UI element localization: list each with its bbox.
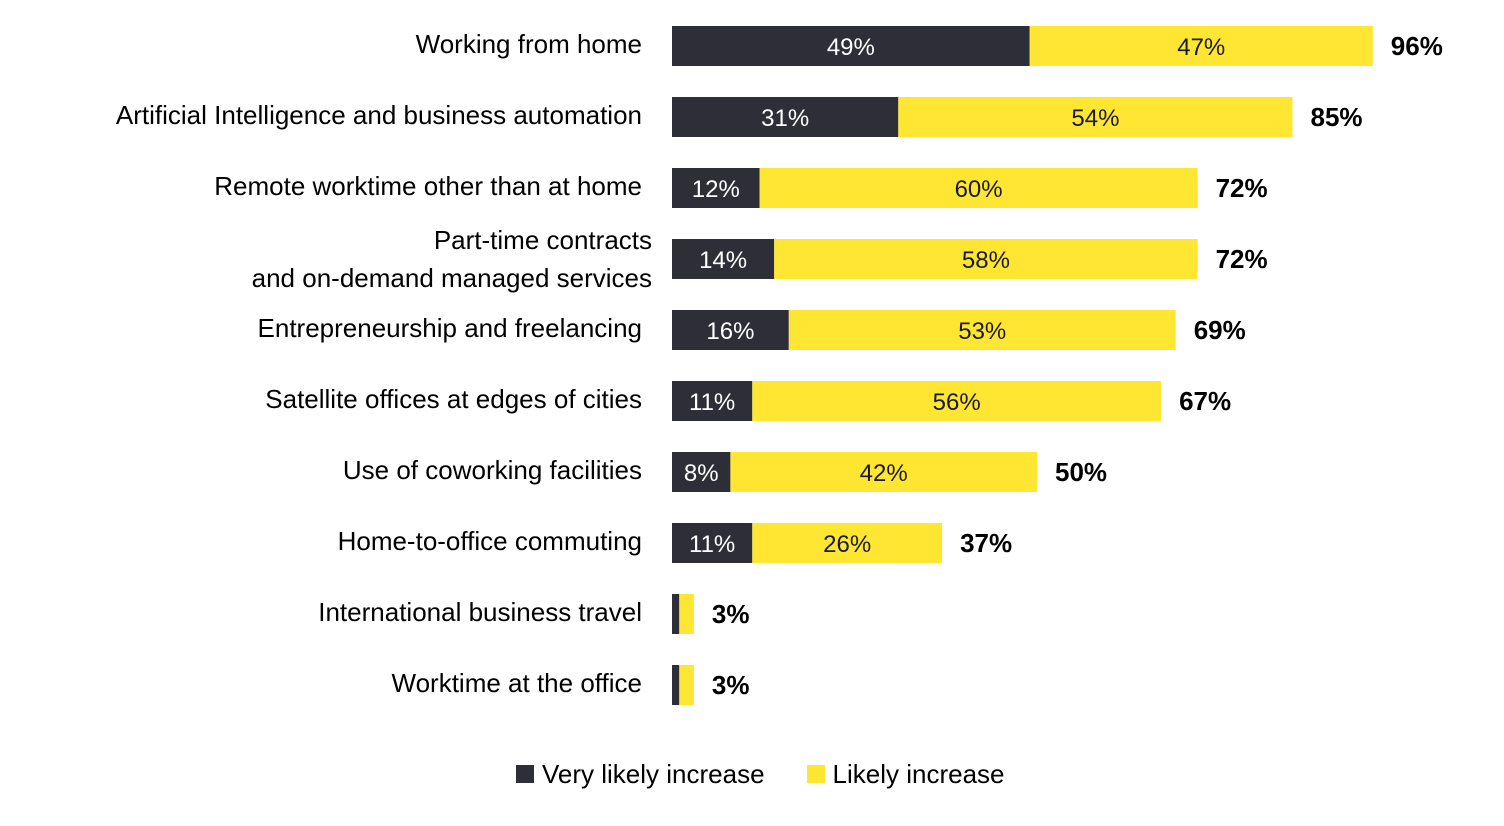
bar-segment-very-likely [672,239,775,279]
total-label: 67% [1179,386,1231,416]
data-label: 31% [761,105,809,132]
legend: Very likely increase Likely increase [0,752,1504,796]
data-label: 16% [706,318,754,345]
data-label: 56% [933,389,981,416]
bar-segment-likely [1029,26,1373,66]
category-label: Home-to-office commuting [338,526,642,556]
category-label: Worktime at the office [392,668,642,698]
bar-segment-likely [759,168,1198,208]
bar-segment-very-likely [672,310,789,350]
legend-swatch-very-likely [516,765,534,783]
total-label: 72% [1216,173,1268,203]
bar-segment-likely [679,665,694,705]
bar-segment-very-likely [672,97,899,137]
data-label: 60% [955,176,1003,203]
data-label: 12% [692,176,740,203]
legend-swatch-likely [806,765,825,783]
total-label: 72% [1216,244,1268,274]
bar-segment-likely [752,523,943,563]
bar-segment-very-likely [672,381,753,421]
bar-segment-likely [774,239,1198,279]
data-label: 26% [823,531,871,558]
legend-label-very-likely: Very likely increase [542,758,765,789]
category-label: Part-time contracts and on-demand managed… [252,225,652,293]
bar-segment-likely [679,594,694,634]
legend-label-likely: Likely increase [832,758,1005,789]
total-label: 85% [1311,102,1363,132]
total-label: 3% [712,599,750,629]
data-label: 42% [860,460,908,487]
bar-segment-very-likely [672,26,1030,66]
category-label: Remote worktime other than at home [214,171,642,201]
data-label: 11% [689,531,735,558]
bar-segment-very-likely [672,168,760,208]
category-label: Satellite offices at edges of cities [265,384,642,414]
category-label: Entrepreneurship and freelancing [258,313,642,343]
bar-segment-very-likely [672,452,731,492]
total-label: 3% [712,670,750,700]
bar-segment-likely [730,452,1037,492]
legend-item-likely: Likely increase [806,758,1005,790]
data-label: 8% [684,460,719,487]
bar-segment-likely [898,97,1293,137]
total-label: 96% [1391,31,1443,61]
category-label: Artificial Intelligence and business aut… [116,100,642,130]
data-label: 47% [1177,34,1225,61]
category-label: Use of coworking facilities [343,455,642,485]
category-label: International business travel [318,597,642,627]
category-label: Working from home [416,29,642,59]
bar-segment-likely [788,310,1176,350]
data-label: 49% [827,34,875,61]
data-label: 53% [958,318,1006,345]
bar-segment-likely [752,381,1162,421]
data-label: 11% [689,389,735,416]
total-label: 37% [960,528,1012,558]
data-label: 58% [962,247,1010,274]
total-label: 50% [1055,457,1107,487]
total-label: 69% [1194,315,1246,345]
data-label: 14% [699,247,747,274]
bar-segment-very-likely [672,523,753,563]
bar-segment-very-likely [672,594,680,634]
bar-segment-very-likely [672,665,680,705]
data-label: 54% [1071,105,1119,132]
legend-item-very-likely: Very likely increase [516,759,765,790]
